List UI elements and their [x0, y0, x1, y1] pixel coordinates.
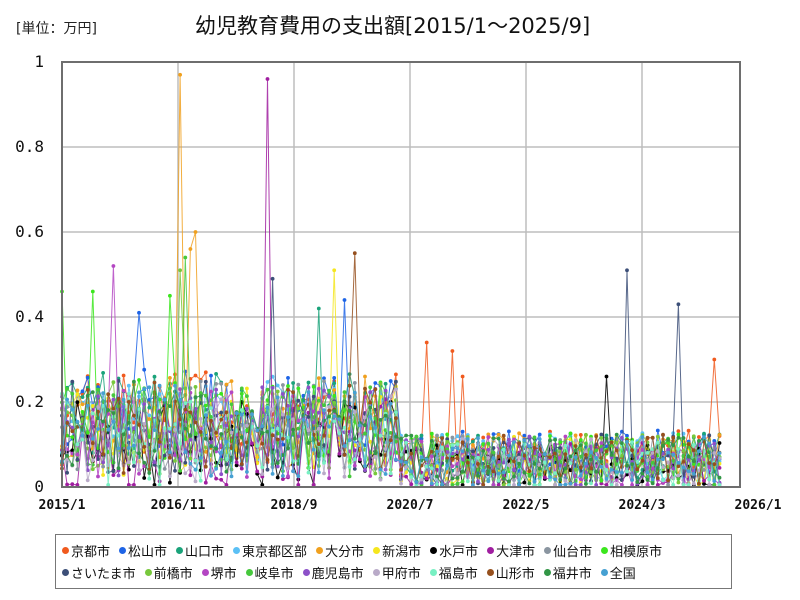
legend-label: さいたま市 [71, 567, 136, 583]
legend-marker-icon [601, 546, 609, 554]
legend-marker-icon [430, 546, 438, 554]
legend-item[interactable]: 前橋市 [144, 562, 193, 584]
series-line [60, 383, 722, 487]
legend-marker-icon [62, 546, 69, 554]
legend-item[interactable]: 山口市 [176, 539, 224, 561]
legend-marker-icon [62, 569, 69, 577]
legend-item[interactable]: 大分市 [316, 539, 364, 561]
legend-item[interactable]: 水戸市 [430, 539, 478, 561]
legend-item[interactable]: 福井市 [543, 562, 592, 584]
legend-marker-icon [316, 546, 324, 554]
legend-label: 福井市 [552, 567, 592, 583]
legend-marker-icon [144, 569, 152, 577]
legend-label: 全国 [609, 567, 636, 583]
legend-marker-icon [302, 569, 310, 577]
x-tick: 2020/7 [386, 498, 434, 513]
legend-label: 大津市 [496, 544, 536, 560]
legend-item[interactable]: 新潟市 [373, 539, 421, 561]
legend-item[interactable]: 京都市 [62, 539, 110, 561]
legend-label: 前橋市 [153, 567, 193, 583]
series-line [60, 379, 722, 487]
legend-label: 松山市 [128, 544, 168, 560]
legend-label: 仙台市 [553, 544, 593, 560]
legend-label: 東京都区部 [242, 544, 308, 560]
legend-item[interactable]: 仙台市 [544, 539, 592, 561]
y-tick: 0.8 [15, 137, 44, 156]
legend-item[interactable]: 相模原市 [601, 539, 662, 561]
legend-marker-icon [373, 546, 381, 554]
legend-item[interactable]: 岐阜市 [245, 562, 294, 584]
legend-label: 甲府市 [381, 567, 421, 583]
y-tick: 1 [34, 52, 44, 71]
legend-marker-icon [245, 569, 253, 577]
legend-marker-icon [119, 546, 127, 554]
legend-label: 水戸市 [439, 544, 479, 560]
legend-marker-icon [543, 569, 551, 577]
legend: 京都市 松山市 山口市 東京都区部 大分市 新潟市 水戸市 大津市 仙台市 相模原市さいたま市 前橋… [55, 534, 732, 589]
legend-marker-icon [176, 546, 184, 554]
legend-item[interactable]: 堺市 [201, 562, 237, 584]
legend-label: 相模原市 [610, 544, 663, 560]
legend-item[interactable]: 大津市 [487, 539, 535, 561]
legend-label: 新潟市 [382, 544, 422, 560]
legend-marker-icon [600, 569, 608, 577]
legend-item[interactable]: 鹿児島市 [302, 562, 364, 584]
legend-marker-icon [201, 569, 209, 577]
legend-label: 京都市 [71, 544, 111, 560]
data-series [60, 72, 722, 487]
legend-item[interactable]: 全国 [600, 562, 636, 584]
legend-label: 鹿児島市 [311, 567, 364, 583]
legend-marker-icon [487, 546, 495, 554]
legend-marker-icon [429, 569, 437, 577]
x-tick: 2016/11 [150, 498, 206, 513]
unit-label: [単位：万円] [16, 21, 97, 37]
legend-marker-icon [233, 546, 241, 554]
y-tick: 0 [34, 477, 44, 496]
y-tick: 0.6 [15, 222, 44, 241]
legend-item[interactable]: 甲府市 [372, 562, 421, 584]
x-tick: 2015/1 [38, 498, 86, 513]
legend-item[interactable]: 東京都区部 [233, 539, 307, 561]
legend-label: 山口市 [185, 544, 225, 560]
x-tick: 2022/5 [502, 498, 550, 513]
x-tick: 2018/9 [270, 498, 318, 513]
legend-item[interactable]: 福島市 [429, 562, 478, 584]
x-tick: 2024/3 [618, 498, 666, 513]
x-tick: 2026/1 [734, 498, 782, 513]
legend-item[interactable]: さいたま市 [62, 562, 136, 584]
legend-item[interactable]: 山形市 [486, 562, 535, 584]
legend-marker-icon [372, 569, 380, 577]
y-tick: 0.2 [15, 392, 44, 411]
y-tick: 0.4 [15, 307, 44, 326]
legend-marker-icon [486, 569, 494, 577]
legend-item[interactable]: 松山市 [119, 539, 167, 561]
legend-label: 堺市 [210, 567, 237, 583]
chart-title: 幼児教育費用の支出額[2015/1～2025/9] [195, 14, 591, 38]
legend-label: 大分市 [325, 544, 365, 560]
legend-marker-icon [544, 546, 552, 554]
legend-label: 山形市 [495, 567, 535, 583]
plot-frame [61, 61, 741, 488]
legend-label: 福島市 [438, 567, 478, 583]
legend-label: 岐阜市 [254, 567, 294, 583]
